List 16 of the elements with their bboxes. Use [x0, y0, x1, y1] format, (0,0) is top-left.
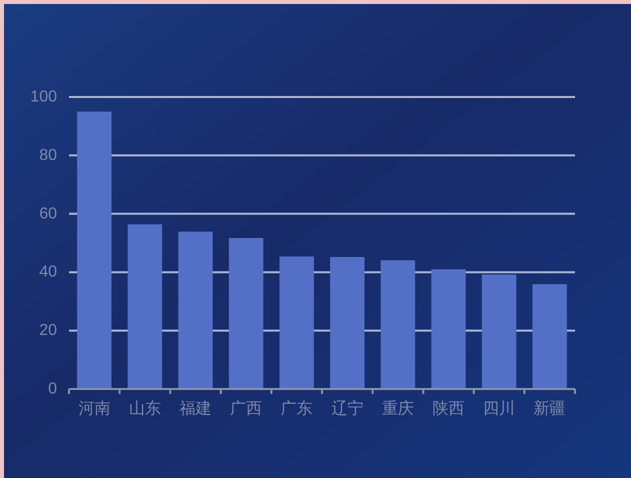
- y-tick-label: 0: [48, 380, 58, 398]
- x-tick-label: 重庆: [382, 400, 414, 418]
- x-tick-label: 福建: [180, 400, 212, 418]
- y-tick-label: 100: [30, 88, 58, 106]
- x-tick-label: 陕西: [432, 400, 464, 418]
- x-tick-label: 辽宁: [331, 400, 364, 418]
- y-tick-label: 60: [39, 205, 58, 222]
- y-tick-label: 20: [39, 322, 58, 340]
- x-tick-label: 广西: [230, 400, 262, 418]
- x-tick-label: 四川: [483, 400, 516, 418]
- x-tick-label: 河南: [78, 400, 110, 418]
- y-tick-label: 80: [39, 146, 58, 164]
- y-tick-label: 40: [39, 264, 58, 281]
- x-tick-label: 广东: [280, 400, 313, 418]
- x-tick-label: 山东: [128, 400, 161, 418]
- x-tick-label: 新疆: [534, 400, 566, 418]
